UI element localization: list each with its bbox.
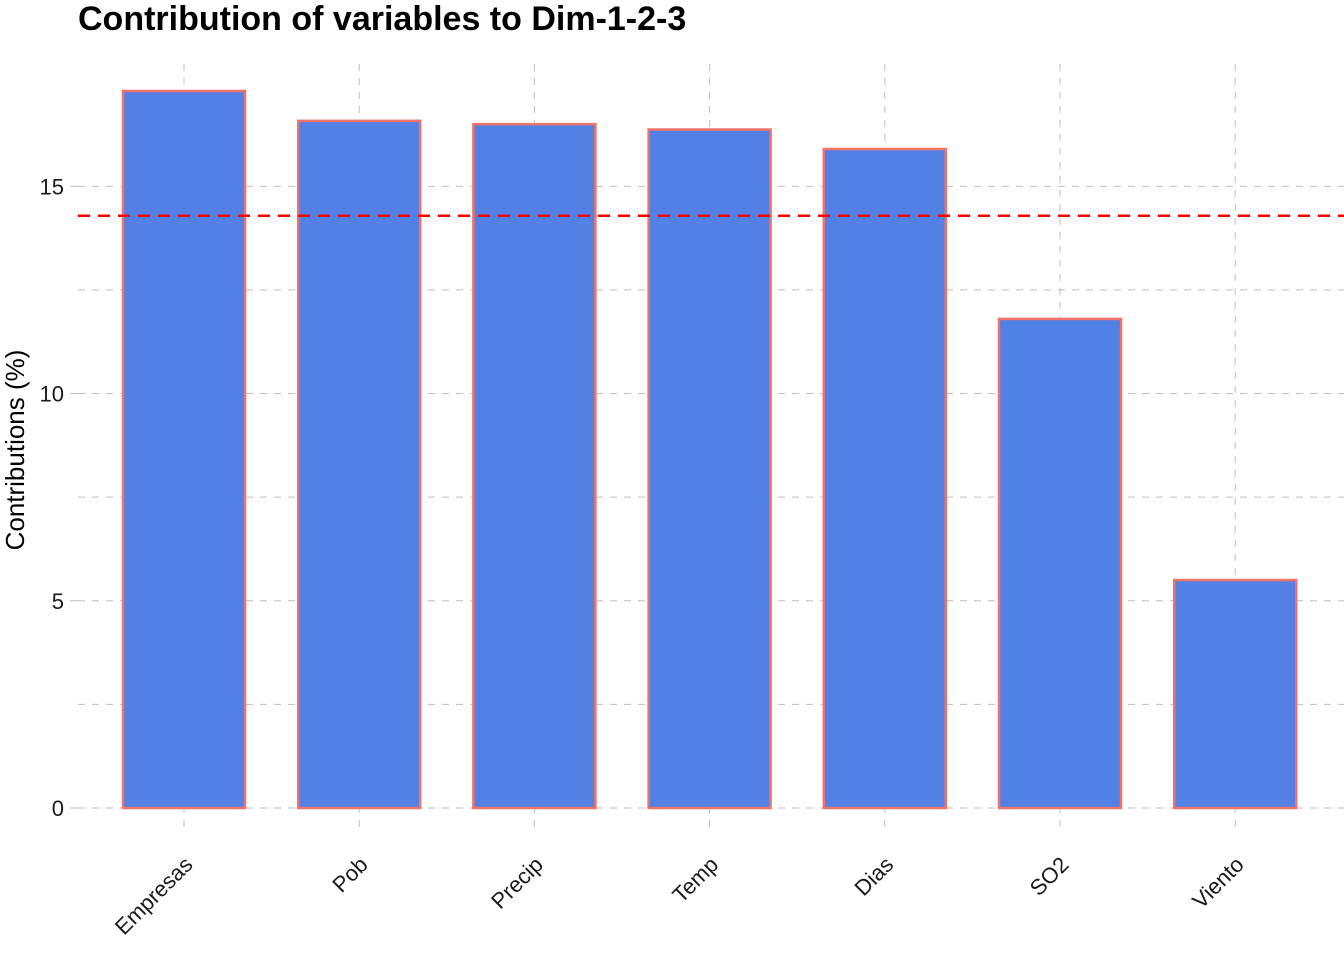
x-tick-label: Temp	[667, 852, 723, 908]
bar-pob	[296, 119, 422, 810]
bar-precip	[472, 122, 597, 810]
y-tick-label: 10	[40, 382, 64, 407]
bars	[121, 89, 1298, 810]
bar-dias	[822, 147, 948, 810]
y-tick-label: 5	[52, 589, 64, 614]
x-tick-label: Viento	[1187, 852, 1249, 914]
x-tick-label: Dias	[850, 852, 899, 901]
y-tick-label: 0	[52, 796, 64, 821]
y-axis: 0 5 10 15	[40, 174, 78, 821]
bar-temp	[647, 128, 772, 810]
bar-empresas	[121, 89, 247, 810]
x-tick-label: Pob	[327, 852, 372, 897]
x-tick-label: SO2	[1025, 852, 1074, 901]
y-tick-label: 15	[40, 174, 64, 199]
x-tick-label: Empresas	[110, 852, 198, 940]
x-tick-label: Precip	[486, 852, 548, 914]
x-axis: Empresas Pob Precip Temp Dias SO2 Viento	[110, 852, 1249, 940]
chart-title: Contribution of variables to Dim-1-2-3	[78, 0, 686, 38]
y-axis-label: Contributions (%)	[0, 350, 30, 551]
bar-so2	[997, 317, 1123, 810]
bar-viento	[1172, 578, 1298, 810]
